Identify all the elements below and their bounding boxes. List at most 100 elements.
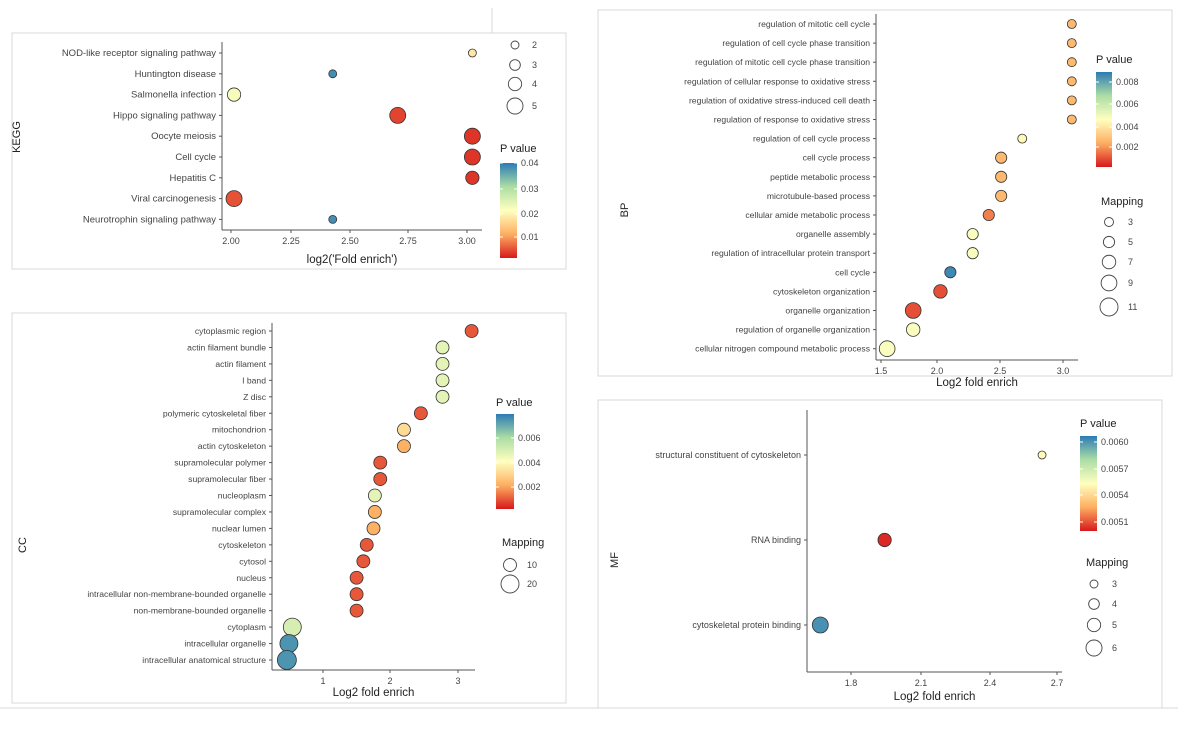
cc-size-legend-label: 10 <box>527 560 537 570</box>
bp-point <box>982 208 995 222</box>
mf-size-legend-circle <box>1089 579 1099 589</box>
cc-point <box>276 650 297 670</box>
mf-frame <box>597 399 1163 709</box>
bp-category-label: regulation of cellular response to oxida… <box>684 76 870 86</box>
cc-category-label: intracellular anatomical structure <box>142 655 266 665</box>
kegg-frame <box>11 32 567 270</box>
mf-color-tick-label: 0.0060 <box>1101 437 1129 447</box>
cc-point <box>413 406 428 421</box>
bp-category-label: cellular amide metabolic process <box>745 210 870 220</box>
bp-size-legend-label: 5 <box>1128 237 1133 247</box>
bp-frame <box>597 9 1173 377</box>
bp-category-label: organelle assembly <box>796 229 871 239</box>
cc-size-legend-circle <box>503 558 517 572</box>
bp-category-label: regulation of cell cycle process <box>753 134 870 144</box>
mf-category-label: structural constituent of cytoskeleton <box>655 450 801 460</box>
kegg-point <box>226 87 242 102</box>
cc-point <box>397 439 411 454</box>
mf-color-bar <box>1080 436 1097 531</box>
mf-chart: 1.8 2.1 2.4 2.7 Log2 fold enrich MF structural… <box>609 410 1129 703</box>
cc-x-axis-title: Log2 fold enrich <box>333 687 415 699</box>
mf-x-axis-title: Log2 fold enrich <box>894 691 976 703</box>
kegg-x-tick-label: 2.50 <box>341 236 359 246</box>
kegg-category-label: Salmonella infection <box>131 90 216 101</box>
cc-x-tick-label: 2 <box>387 676 392 686</box>
bp-color-legend-title: P value <box>1096 54 1133 66</box>
bp-category-label: organelle organization <box>785 306 870 316</box>
kegg-point <box>467 48 477 58</box>
cc-point <box>282 617 302 637</box>
bp-x-tick-label: 3.0 <box>1057 366 1070 376</box>
bp-point <box>1066 38 1077 48</box>
bp-point <box>1017 133 1028 144</box>
cc-chart: 1 2 3 Log2 fold enrich CC cytoplasmic region a… <box>17 323 544 699</box>
cc-category-label: cytosol <box>239 556 266 566</box>
bp-category-label: regulation of cell cycle phase transitio… <box>722 38 870 48</box>
cc-category-label: supramolecular fiber <box>188 474 266 484</box>
kegg-size-legend-label: 2 <box>532 40 537 50</box>
kegg-category-label: Cell cycle <box>175 152 216 163</box>
cc-category-label: polymeric cytoskeletal fiber <box>163 408 266 418</box>
cc-size-legend-title: Mapping <box>502 537 544 549</box>
bp-point <box>966 247 979 260</box>
bp-category-label: regulation of mitotic cell cycle phase t… <box>695 57 870 67</box>
cc-category-label: mitochondrion <box>212 425 266 435</box>
cc-category-label: intracellular non-membrane-bounded organ… <box>87 589 266 599</box>
bp-size-legend-circle <box>1099 297 1119 317</box>
bp-x-axis-title: Log2 fold enrich <box>936 377 1018 389</box>
cc-point <box>349 587 364 602</box>
bp-point <box>995 170 1008 183</box>
cc-point <box>279 634 299 653</box>
cc-point <box>359 537 374 552</box>
cc-category-label: cytoplasmic region <box>195 326 266 336</box>
kegg-color-tick-label: 0.03 <box>521 184 539 194</box>
bp-size-legend-label: 3 <box>1128 217 1133 227</box>
kegg-size-legend-label: 5 <box>532 101 537 111</box>
kegg-size-legend-circle <box>510 40 520 50</box>
kegg-color-tick-label: 0.02 <box>521 209 539 219</box>
bp-x-tick-label: 2.0 <box>931 366 944 376</box>
cc-category-label: actin filament <box>215 359 266 369</box>
cc-category-label: cytoskeleton <box>218 540 266 550</box>
kegg-point <box>463 127 481 145</box>
bp-size-legend-circle <box>1102 235 1116 249</box>
kegg-point <box>328 214 338 224</box>
kegg-size-legend-circle <box>507 76 523 92</box>
bp-category-label: cell cycle <box>835 267 870 277</box>
bp-panel-label: BP <box>619 203 631 218</box>
bp-size-legend-label: 9 <box>1128 278 1133 288</box>
mf-color-tick-label: 0.0057 <box>1101 464 1129 474</box>
cc-point <box>366 521 381 536</box>
bp-chart: 1.5 2.0 2.5 3.0 Log2 fold enrich BP regulation… <box>619 14 1143 389</box>
mf-size-legend-label: 4 <box>1112 599 1117 609</box>
cc-category-label: nucleus <box>236 573 266 583</box>
mf-color-legend-title: P value <box>1080 418 1117 430</box>
bp-size-legend-title: Mapping <box>1101 196 1143 208</box>
cc-color-tick-label: 0.006 <box>518 433 541 443</box>
kegg-category-label: Neurotrophin signaling pathway <box>83 214 216 225</box>
cc-point <box>356 554 371 569</box>
bp-size-legend-circle <box>1101 254 1117 270</box>
cc-size-legend-label: 20 <box>527 579 537 589</box>
bp-category-label: microtubule-based process <box>767 191 870 201</box>
kegg-category-label: Viral carcinogenesis <box>131 194 216 205</box>
kegg-color-tick-label: 0.01 <box>521 232 539 242</box>
cc-frame <box>11 312 567 704</box>
bp-point <box>933 284 948 299</box>
cc-point <box>397 422 411 437</box>
kegg-x-tick-label: 2.00 <box>222 236 240 246</box>
mf-point <box>877 532 892 548</box>
cc-category-label: non-membrane-bounded organelle <box>134 606 267 616</box>
cc-category-label: intracellular organelle <box>184 639 266 649</box>
cc-point <box>464 324 479 338</box>
kegg-x-axis-title: log2('Fold enrich') <box>307 254 398 266</box>
kegg-category-label: NOD-like receptor signaling pathway <box>62 48 216 59</box>
bp-color-tick-label: 0.008 <box>1116 77 1139 87</box>
mf-size-legend-circle <box>1086 617 1102 633</box>
kegg-point <box>389 107 407 124</box>
cc-color-tick-label: 0.004 <box>518 458 541 468</box>
kegg-color-tick-label: 0.04 <box>521 158 539 168</box>
bp-point <box>995 189 1008 202</box>
mf-x-tick-label: 2.1 <box>915 678 928 688</box>
